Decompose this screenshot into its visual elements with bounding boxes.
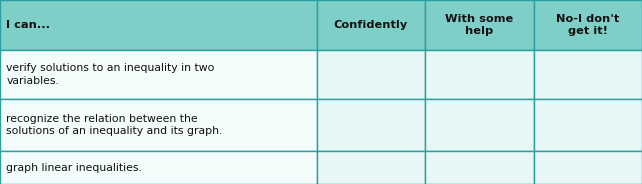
Bar [534, 151, 642, 184]
Bar [317, 50, 425, 99]
Bar [0, 50, 317, 99]
Bar [0, 151, 317, 184]
Bar [534, 99, 642, 151]
Text: I can...: I can... [6, 20, 51, 30]
Bar [0, 99, 317, 151]
Bar [317, 151, 425, 184]
Text: graph linear inequalities.: graph linear inequalities. [6, 163, 143, 173]
Bar [317, 99, 425, 151]
Bar [425, 50, 534, 99]
Text: recognize the relation between the
solutions of an inequality and its graph.: recognize the relation between the solut… [6, 114, 223, 136]
Text: verify solutions to an inequality in two
variables.: verify solutions to an inequality in two… [6, 63, 215, 86]
Text: With some
help: With some help [445, 14, 514, 36]
Text: No-I don't
get it!: No-I don't get it! [556, 14, 620, 36]
Bar [0, 0, 317, 50]
Bar [425, 151, 534, 184]
Bar [534, 0, 642, 50]
Bar [534, 50, 642, 99]
Text: Confidently: Confidently [334, 20, 408, 30]
Bar [425, 99, 534, 151]
Bar [317, 0, 425, 50]
Bar [425, 0, 534, 50]
